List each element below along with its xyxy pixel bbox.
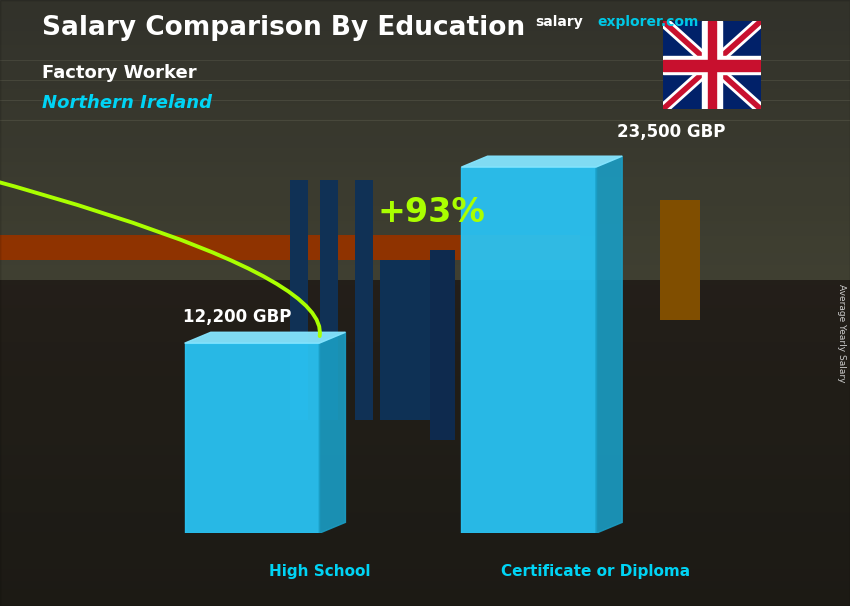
Text: Northern Ireland: Northern Ireland	[42, 94, 212, 112]
Text: Certificate or Diploma: Certificate or Diploma	[502, 564, 690, 579]
Text: High School: High School	[269, 564, 370, 579]
Text: salary: salary	[536, 15, 583, 29]
Bar	[708, 21, 716, 109]
Polygon shape	[462, 156, 622, 167]
Bar	[663, 56, 761, 74]
Text: +93%: +93%	[377, 196, 485, 229]
Bar	[702, 21, 722, 109]
Polygon shape	[184, 343, 320, 533]
Polygon shape	[596, 156, 622, 533]
Text: 12,200 GBP: 12,200 GBP	[183, 308, 292, 325]
Polygon shape	[320, 332, 345, 533]
Bar	[663, 59, 761, 71]
Text: Factory Worker: Factory Worker	[42, 64, 197, 82]
Text: 23,500 GBP: 23,500 GBP	[616, 123, 725, 141]
Text: explorer.com: explorer.com	[598, 15, 699, 29]
Polygon shape	[462, 167, 596, 533]
Polygon shape	[184, 332, 345, 343]
Text: Salary Comparison By Education: Salary Comparison By Education	[42, 15, 525, 41]
Text: Average Yearly Salary: Average Yearly Salary	[836, 284, 846, 382]
